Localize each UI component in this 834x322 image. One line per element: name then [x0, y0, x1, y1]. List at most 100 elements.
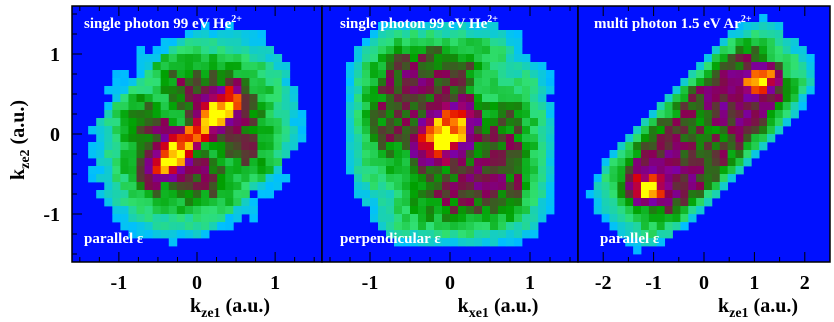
panel-2-x-axis-label-sub: xe1 [469, 306, 489, 321]
heatmap-cell [743, 126, 752, 135]
heatmap-cell [490, 150, 499, 159]
heatmap-cell [378, 62, 387, 71]
heatmap-cell [751, 70, 760, 79]
heatmap-cell [136, 110, 145, 119]
heatmap-cell [386, 158, 395, 167]
heatmap-cell [354, 110, 363, 119]
heatmap-cell [450, 78, 459, 87]
heatmap-cell [482, 78, 491, 87]
heatmap-cell [593, 206, 603, 215]
heatmap-cell [719, 78, 729, 87]
heatmap-cell [241, 166, 250, 175]
heatmap-cell [506, 182, 515, 191]
heatmap-cell [370, 190, 379, 199]
heatmap-cell [680, 86, 689, 95]
heatmap-cell [664, 142, 673, 151]
x-tick-label: -1 [111, 272, 128, 294]
heatmap-cell [482, 102, 491, 111]
heatmap-cell [192, 30, 202, 39]
heatmap-cell [774, 118, 784, 127]
heatmap-cell [273, 142, 283, 151]
heatmap-cell [96, 150, 105, 159]
heatmap-cell [168, 126, 178, 135]
heatmap-cell [474, 230, 483, 239]
heatmap-cell [664, 182, 673, 191]
heatmap-cell [152, 78, 162, 87]
heatmap-cell [641, 206, 650, 215]
heatmap-cell [474, 214, 483, 223]
heatmap-cell [354, 142, 363, 151]
heatmap-cell [144, 206, 154, 215]
heatmap-cell [498, 46, 507, 55]
heatmap-cell [257, 86, 266, 95]
heatmap-cell [249, 110, 258, 119]
heatmap-cell [442, 238, 451, 247]
heatmap-cell [442, 214, 451, 223]
heatmap-cell [176, 46, 186, 55]
heatmap-cell [522, 78, 531, 87]
heatmap-cell [104, 150, 113, 159]
x-tick-label: -1 [645, 272, 662, 294]
heatmap-cell [450, 94, 459, 103]
heatmap-cell [249, 182, 258, 191]
heatmap-cell [217, 86, 226, 95]
heatmap-cell [241, 94, 250, 103]
heatmap-cell [482, 46, 491, 55]
heatmap-cell [633, 190, 642, 199]
heatmap-cell [370, 150, 379, 159]
heatmap-cell [719, 166, 729, 175]
heatmap-cell [104, 142, 113, 151]
heatmap-cell [128, 150, 137, 159]
heatmap-cell [466, 126, 475, 135]
heatmap-cell [482, 230, 491, 239]
heatmap-cell [426, 86, 435, 95]
heatmap-cell [514, 206, 523, 215]
heatmap-cell [233, 214, 242, 223]
heatmap-cell [217, 142, 226, 151]
panel-2-title-sup: 2+ [487, 14, 498, 25]
heatmap-cell [112, 86, 121, 95]
heatmap-cell [727, 46, 736, 55]
heatmap-cell [386, 38, 395, 47]
y-axis-label-sub: ze2 [18, 149, 33, 168]
heatmap-cell [120, 206, 129, 215]
heatmap-cell [176, 166, 186, 175]
heatmap-cell [410, 134, 419, 143]
heatmap-cell [362, 94, 371, 103]
heatmap-cell [719, 126, 729, 135]
heatmap-cell [641, 150, 650, 159]
heatmap-cell [609, 166, 618, 175]
heatmap-cell [680, 134, 689, 143]
heatmap-cell [112, 118, 121, 127]
heatmap-cell [418, 134, 427, 143]
heatmap-cell [506, 230, 515, 239]
heatmap-cell [184, 62, 194, 71]
heatmap-cell [225, 30, 234, 39]
heatmap-cell [774, 54, 784, 63]
heatmap-cell [410, 22, 419, 31]
heatmap-cell [727, 78, 736, 87]
heatmap-cell [362, 86, 371, 95]
heatmap-cell [593, 190, 603, 199]
heatmap-cell [88, 174, 97, 183]
heatmap-cell [378, 166, 387, 175]
heatmap-cell [378, 102, 387, 111]
heatmap-cell [362, 134, 371, 143]
heatmap-cell [767, 134, 776, 143]
heatmap-cell [727, 62, 736, 71]
heatmap-cell [546, 158, 555, 167]
heatmap-cell [225, 206, 234, 215]
heatmap-cell [402, 78, 411, 87]
heatmap-cell [490, 70, 499, 79]
heatmap-cell [633, 246, 642, 255]
heatmap-cell [656, 214, 666, 223]
panel-3-title-sup: 2+ [741, 14, 752, 25]
heatmap-cell [410, 198, 419, 207]
heatmap-cell [168, 46, 178, 55]
heatmap-cell [394, 222, 403, 231]
heatmap-cell [289, 110, 299, 119]
heatmap-cell [144, 158, 154, 167]
heatmap-cell [168, 142, 178, 151]
heatmap-cell [680, 222, 689, 231]
heatmap-cell [249, 206, 258, 215]
